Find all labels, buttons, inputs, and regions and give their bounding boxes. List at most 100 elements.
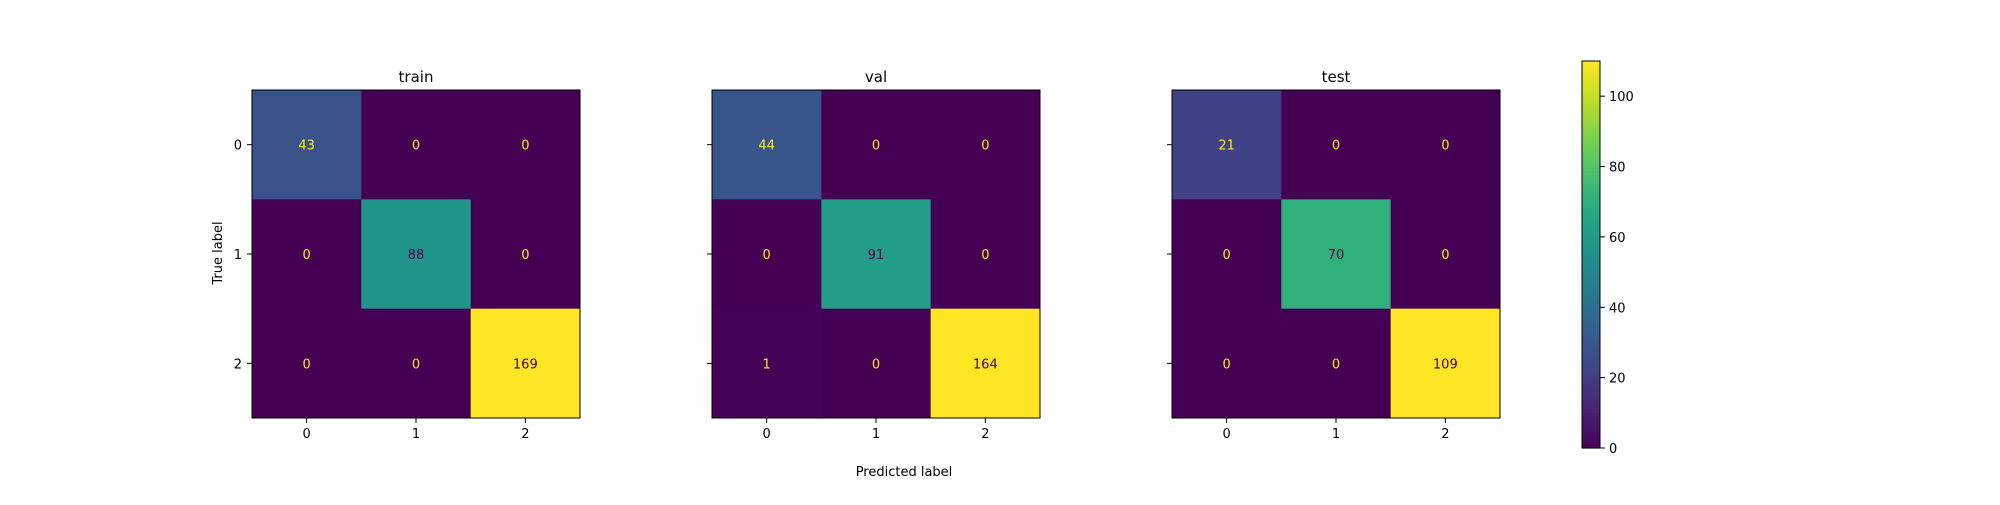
- colorbar-segment: [1582, 231, 1600, 236]
- colorbar-segment: [1582, 283, 1600, 288]
- colorbar-segment: [1582, 186, 1600, 191]
- colorbar-tick-label: 40: [1609, 301, 1626, 316]
- cell-value-label: 0: [872, 139, 880, 154]
- colorbar-segment: [1582, 190, 1600, 194]
- colorbar-segment: [1582, 215, 1600, 220]
- colorbar-segment: [1582, 444, 1600, 449]
- matrix-cell: [1281, 199, 1392, 310]
- colorbar-segment: [1582, 219, 1600, 223]
- colorbar-segment: [1582, 157, 1600, 162]
- colorbar-segment: [1582, 377, 1600, 381]
- colorbar-segment: [1582, 93, 1600, 98]
- colorbar-segment: [1582, 273, 1600, 278]
- cell-value-label: 0: [412, 357, 420, 372]
- colorbar-segment: [1582, 212, 1600, 217]
- colorbar-segment: [1582, 90, 1600, 94]
- colorbar-segment: [1582, 277, 1600, 281]
- matrix-cell: [930, 308, 1041, 419]
- colorbar-segment: [1582, 238, 1600, 243]
- cell-value-label: 0: [1223, 248, 1231, 263]
- colorbar-segment: [1582, 244, 1600, 249]
- colorbar-segment: [1582, 112, 1600, 117]
- colorbar-segment: [1582, 331, 1600, 336]
- cell-value-label: 0: [412, 139, 420, 154]
- panel-title: test: [1322, 68, 1351, 86]
- colorbar-segment: [1582, 248, 1600, 252]
- matrix-cell: [1281, 90, 1392, 200]
- matrix-cell: [470, 90, 581, 200]
- colorbar-segment: [1582, 422, 1600, 427]
- cell-value-label: 88: [408, 248, 425, 263]
- matrix-cell: [712, 308, 822, 419]
- colorbar-segment: [1582, 335, 1600, 339]
- colorbar-segment: [1582, 399, 1600, 404]
- colorbar-segment: [1582, 102, 1600, 107]
- x-axis-label: Predicted label: [856, 465, 953, 480]
- colorbar-segment: [1582, 428, 1600, 433]
- cell-value-label: 169: [513, 357, 538, 372]
- colorbar-segment: [1582, 196, 1600, 201]
- colorbar-segment: [1582, 431, 1600, 436]
- y-tick-label: 0: [234, 139, 242, 154]
- colorbar-segment: [1582, 106, 1600, 110]
- colorbar-segment: [1582, 435, 1600, 439]
- colorbar-segment: [1582, 418, 1600, 423]
- colorbar-segment: [1582, 170, 1600, 175]
- colorbar-segment: [1582, 289, 1600, 294]
- colorbar-segment: [1582, 235, 1600, 239]
- colorbar-segment: [1582, 83, 1600, 88]
- colorbar-segment: [1582, 312, 1600, 317]
- matrix-cell: [1390, 308, 1501, 419]
- cell-value-label: 91: [868, 248, 885, 263]
- colorbar-segment: [1582, 251, 1600, 256]
- colorbar-tick-label: 60: [1609, 231, 1626, 246]
- y-tick-label: 1: [234, 248, 242, 263]
- colorbar-segment: [1582, 154, 1600, 159]
- colorbar-segment: [1582, 254, 1600, 259]
- matrix-cell: [1172, 308, 1282, 419]
- colorbar-segment: [1582, 360, 1600, 365]
- matrix-cell: [470, 308, 581, 419]
- colorbar-segment: [1582, 138, 1600, 143]
- colorbar-segment: [1582, 415, 1600, 420]
- matrix-cell: [1172, 90, 1282, 200]
- cell-value-label: 0: [872, 357, 880, 372]
- colorbar-segment: [1582, 167, 1600, 172]
- colorbar-segment: [1582, 409, 1600, 414]
- x-tick-label: 0: [763, 427, 771, 442]
- matrix-cell: [930, 199, 1041, 310]
- colorbar-segment: [1582, 309, 1600, 314]
- colorbar-segment: [1582, 119, 1600, 123]
- colorbar-segment: [1582, 264, 1600, 268]
- colorbar-segment: [1582, 160, 1600, 165]
- cell-value-label: 0: [1332, 357, 1340, 372]
- colorbar-segment: [1582, 109, 1600, 114]
- colorbar-segment: [1582, 144, 1600, 149]
- cell-value-label: 70: [1328, 248, 1345, 263]
- colorbar-segment: [1582, 299, 1600, 304]
- colorbar-segment: [1582, 354, 1600, 359]
- colorbar-segment: [1582, 319, 1600, 323]
- colorbar-segment: [1582, 338, 1600, 343]
- colorbar-segment: [1582, 322, 1600, 327]
- colorbar-segment: [1582, 80, 1600, 85]
- cell-value-label: 0: [1441, 248, 1449, 263]
- colorbar-segment: [1582, 296, 1600, 301]
- colorbar-segment: [1582, 383, 1600, 388]
- colorbar-segment: [1582, 86, 1600, 91]
- colorbar-segment: [1582, 257, 1600, 262]
- colorbar-segment: [1582, 341, 1600, 346]
- x-tick-label: 0: [1223, 427, 1231, 442]
- x-tick-label: 2: [521, 427, 529, 442]
- matrix-cell: [1390, 90, 1501, 200]
- colorbar-segment: [1582, 267, 1600, 272]
- colorbar-segment: [1582, 64, 1600, 69]
- panel-title: train: [399, 68, 434, 86]
- cell-value-label: 109: [1433, 357, 1458, 372]
- colorbar-segment: [1582, 73, 1600, 78]
- colorbar-segment: [1582, 270, 1600, 275]
- matrix-cell: [1172, 199, 1282, 310]
- matrix-cell: [712, 199, 822, 310]
- colorbar-segment: [1582, 306, 1600, 310]
- colorbar-segment: [1582, 164, 1600, 169]
